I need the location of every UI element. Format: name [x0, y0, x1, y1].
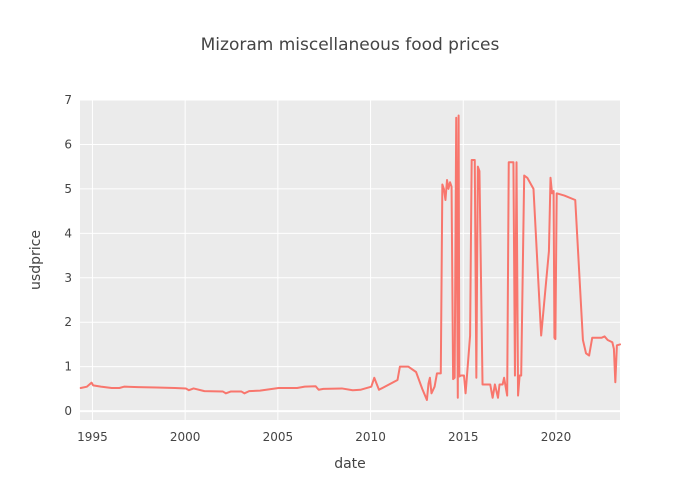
y-tick-label: 4	[64, 226, 72, 240]
series-layer	[79, 114, 621, 401]
y-tick-label: 1	[64, 360, 72, 374]
y-tick-label: 5	[64, 182, 72, 196]
y-tick-label: 0	[64, 404, 72, 418]
y-tick-label: 6	[64, 137, 72, 151]
x-axis-ticks: 1995 2000 2005 2010 2015 2020	[77, 430, 571, 444]
plot-area	[80, 100, 620, 420]
y-tick-label: 7	[64, 93, 72, 107]
x-tick-label: 2000	[170, 430, 201, 444]
chart-title: Mizoram miscellaneous food prices	[201, 35, 500, 55]
x-tick-label: 2015	[448, 430, 479, 444]
y-tick-label: 3	[64, 271, 72, 285]
x-tick-label: 2005	[263, 430, 294, 444]
x-tick-label: 1995	[77, 430, 108, 444]
y-tick-label: 2	[64, 315, 72, 329]
x-tick-label: 2010	[355, 430, 386, 444]
y-axis-title: usdprice	[28, 230, 44, 290]
x-axis-title: date	[334, 456, 366, 472]
x-tick-label: 2020	[541, 430, 572, 444]
y-axis-ticks: 0 1 2 3 4 5 6 7	[64, 93, 72, 418]
series-line	[79, 114, 621, 401]
